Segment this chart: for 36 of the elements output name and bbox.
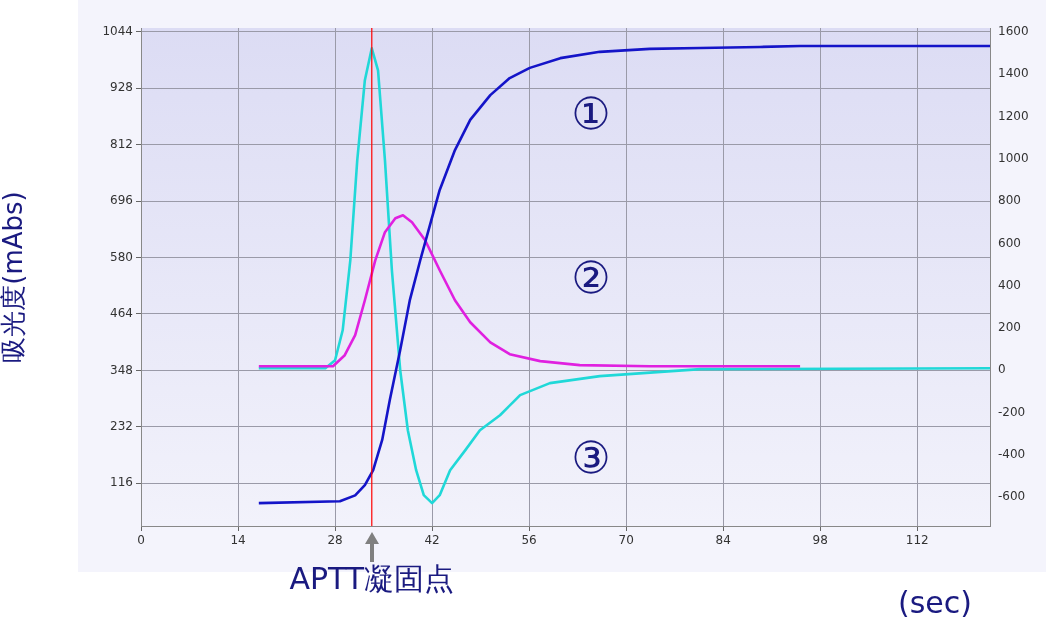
y-tick-label: 696 (110, 193, 133, 208)
series-label: ② (571, 252, 611, 304)
x-tick-label: 14 (230, 533, 246, 548)
y-tick-label: 928 (110, 80, 133, 95)
series-label: ③ (571, 431, 611, 483)
y-tick-label: 580 (110, 249, 133, 264)
y-tick-label: 232 (110, 418, 133, 433)
y2-tick-label: 0 (998, 362, 1006, 377)
y2-tick-label: 800 (998, 193, 1021, 208)
series-label: ① (571, 88, 611, 140)
y2-tick-label: 1600 (998, 24, 1029, 39)
y2-tick-label: 400 (998, 277, 1021, 292)
x-tick-label: 28 (327, 533, 343, 548)
y2-tick-label: 1200 (998, 108, 1029, 123)
y2-tick-label: -600 (998, 489, 1026, 504)
y-tick-label: 464 (110, 306, 133, 321)
y2-tick-label: 1000 (998, 150, 1029, 165)
y-tick-label: 348 (110, 362, 133, 377)
y-tick-label: 116 (110, 475, 133, 490)
x-tick-label: 0 (137, 533, 145, 548)
y-axis-title: 吸光度(mAbs) (0, 191, 29, 363)
y2-tick-label: -400 (998, 446, 1026, 461)
y2-tick-label: -200 (998, 404, 1026, 419)
x-tick-label: 42 (424, 533, 440, 548)
y2-tick-label: 600 (998, 235, 1021, 250)
ref-line-label: APTT凝固点 (289, 560, 455, 596)
y-tick-label: 1044 (102, 24, 133, 39)
x-axis-title: (sec) (898, 584, 972, 620)
x-tick-label: 56 (521, 533, 537, 548)
x-tick-label: 112 (905, 533, 929, 548)
y-tick-label: 812 (110, 136, 133, 151)
x-tick-label: 84 (715, 533, 731, 548)
x-tick-label: 98 (812, 533, 828, 548)
x-tick-label: 70 (618, 533, 634, 548)
y2-tick-label: 200 (998, 320, 1021, 335)
y2-tick-label: 1400 (998, 66, 1029, 81)
